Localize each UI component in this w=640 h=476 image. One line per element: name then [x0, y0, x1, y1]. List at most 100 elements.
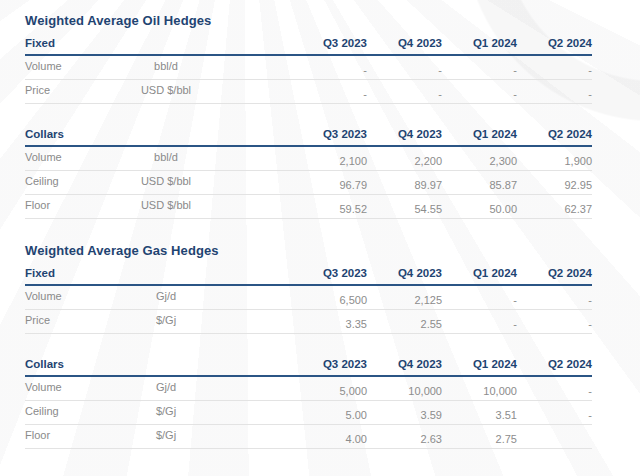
cell-value: 5.00: [222, 409, 367, 424]
cell-value: 62.37: [517, 203, 592, 218]
cell-value: 2,125: [367, 294, 442, 309]
cell-value: 10,000: [367, 385, 442, 400]
section-label: Collars: [25, 128, 222, 140]
cell-value: -: [517, 88, 592, 103]
row-label: Volume: [25, 56, 110, 72]
row-label: Volume: [25, 286, 110, 302]
section-label: Fixed: [25, 267, 222, 279]
table-row: Volume bbl/d 2,100 2,200 2,300 1,900: [25, 147, 592, 171]
row-unit: $/Gj: [110, 425, 222, 441]
cell-value: -: [367, 64, 442, 79]
cell-value: -: [222, 88, 367, 103]
cell-value: 3.51: [442, 409, 517, 424]
row-unit: Gj/d: [110, 377, 222, 393]
table-row: Volume Gj/d 5,000 10,000 10,000 -: [25, 377, 592, 401]
row-label: Floor: [25, 425, 110, 441]
table-row: Price $/Gj 3.35 2.55 - -: [25, 310, 592, 334]
cell-value: [517, 445, 592, 448]
cell-value: -: [367, 88, 442, 103]
column-header: Q2 2024: [517, 128, 592, 140]
row-unit: USD $/bbl: [110, 171, 222, 187]
cell-value: 92.95: [517, 179, 592, 194]
cell-value: 3.35: [222, 318, 367, 333]
column-header: Q2 2024: [517, 358, 592, 370]
row-unit: USD $/bbl: [110, 80, 222, 96]
column-header: Q3 2023: [222, 128, 367, 140]
section-label: Fixed: [25, 37, 222, 49]
table-row: Ceiling $/Gj 5.00 3.59 3.51 -: [25, 401, 592, 425]
table-row: Volume Gj/d 6,500 2,125 - -: [25, 286, 592, 310]
row-label: Floor: [25, 195, 110, 211]
cell-value: 5,000: [222, 385, 367, 400]
oil-collars-section: Collars Q3 2023 Q4 2023 Q1 2024 Q2 2024 …: [25, 128, 592, 219]
table-row: Floor USD $/bbl 59.52 54.55 50.00 62.37: [25, 195, 592, 219]
column-header: Q2 2024: [517, 37, 592, 49]
oil-fixed-section: Fixed Q3 2023 Q4 2023 Q1 2024 Q2 2024 Vo…: [25, 37, 592, 104]
cell-value: -: [517, 64, 592, 79]
cell-value: 2.63: [367, 433, 442, 448]
column-header: Q2 2024: [517, 267, 592, 279]
oil-collars-header-row: Collars Q3 2023 Q4 2023 Q1 2024 Q2 2024: [25, 128, 592, 147]
cell-value: 54.55: [367, 203, 442, 218]
cell-value: 2.75: [442, 433, 517, 448]
cell-value: 3.59: [367, 409, 442, 424]
cell-value: -: [442, 64, 517, 79]
row-unit: bbl/d: [110, 56, 222, 72]
row-label: Price: [25, 310, 110, 326]
table-row: Ceiling USD $/bbl 96.79 89.97 85.87 92.9…: [25, 171, 592, 195]
cell-value: 96.79: [222, 179, 367, 194]
cell-value: 1,900: [517, 155, 592, 170]
column-header: Q3 2023: [222, 37, 367, 49]
row-label: Ceiling: [25, 171, 110, 187]
cell-value: 4.00: [222, 433, 367, 448]
column-header: Q4 2023: [367, 128, 442, 140]
cell-value: 85.87: [442, 179, 517, 194]
row-unit: bbl/d: [110, 147, 222, 163]
cell-value: -: [517, 385, 592, 400]
cell-value: -: [442, 88, 517, 103]
hedges-page: Weighted Average Oil Hedges Fixed Q3 202…: [0, 0, 592, 449]
cell-value: -: [222, 64, 367, 79]
gas-collars-section: Collars Q3 2023 Q4 2023 Q1 2024 Q2 2024 …: [25, 358, 592, 449]
row-unit: Gj/d: [110, 286, 222, 302]
row-unit: $/Gj: [110, 401, 222, 417]
cell-value: -: [442, 294, 517, 309]
row-label: Volume: [25, 377, 110, 393]
cell-value: -: [517, 294, 592, 309]
cell-value: 2.55: [367, 318, 442, 333]
column-header: Q1 2024: [442, 267, 517, 279]
table-row: Floor $/Gj 4.00 2.63 2.75: [25, 425, 592, 449]
cell-value: 50.00: [442, 203, 517, 218]
gas-fixed-header-row: Fixed Q3 2023 Q4 2023 Q1 2024 Q2 2024: [25, 267, 592, 286]
column-header: Q1 2024: [442, 128, 517, 140]
cell-value: -: [442, 318, 517, 333]
column-header: Q4 2023: [367, 267, 442, 279]
cell-value: 59.52: [222, 203, 367, 218]
cell-value: 6,500: [222, 294, 367, 309]
row-label: Ceiling: [25, 401, 110, 417]
oil-hedges-title: Weighted Average Oil Hedges: [25, 13, 592, 28]
cell-value: 89.97: [367, 179, 442, 194]
cell-value: -: [517, 318, 592, 333]
table-row: Price USD $/bbl - - - -: [25, 80, 592, 104]
column-header: Q4 2023: [367, 37, 442, 49]
section-label: Collars: [25, 358, 222, 370]
row-label: Volume: [25, 147, 110, 163]
gas-hedges-title: Weighted Average Gas Hedges: [25, 243, 592, 258]
cell-value: 10,000: [442, 385, 517, 400]
gas-fixed-section: Fixed Q3 2023 Q4 2023 Q1 2024 Q2 2024 Vo…: [25, 267, 592, 334]
column-header: Q1 2024: [442, 358, 517, 370]
oil-fixed-header-row: Fixed Q3 2023 Q4 2023 Q1 2024 Q2 2024: [25, 37, 592, 56]
cell-value: 2,300: [442, 155, 517, 170]
row-label: Price: [25, 80, 110, 96]
table-row: Volume bbl/d - - - -: [25, 56, 592, 80]
gas-collars-header-row: Collars Q3 2023 Q4 2023 Q1 2024 Q2 2024: [25, 358, 592, 377]
column-header: Q3 2023: [222, 267, 367, 279]
column-header: Q1 2024: [442, 37, 517, 49]
cell-value: 2,200: [367, 155, 442, 170]
cell-value: -: [517, 409, 592, 424]
row-unit: USD $/bbl: [110, 195, 222, 211]
column-header: Q3 2023: [222, 358, 367, 370]
column-header: Q4 2023: [367, 358, 442, 370]
row-unit: $/Gj: [110, 310, 222, 326]
